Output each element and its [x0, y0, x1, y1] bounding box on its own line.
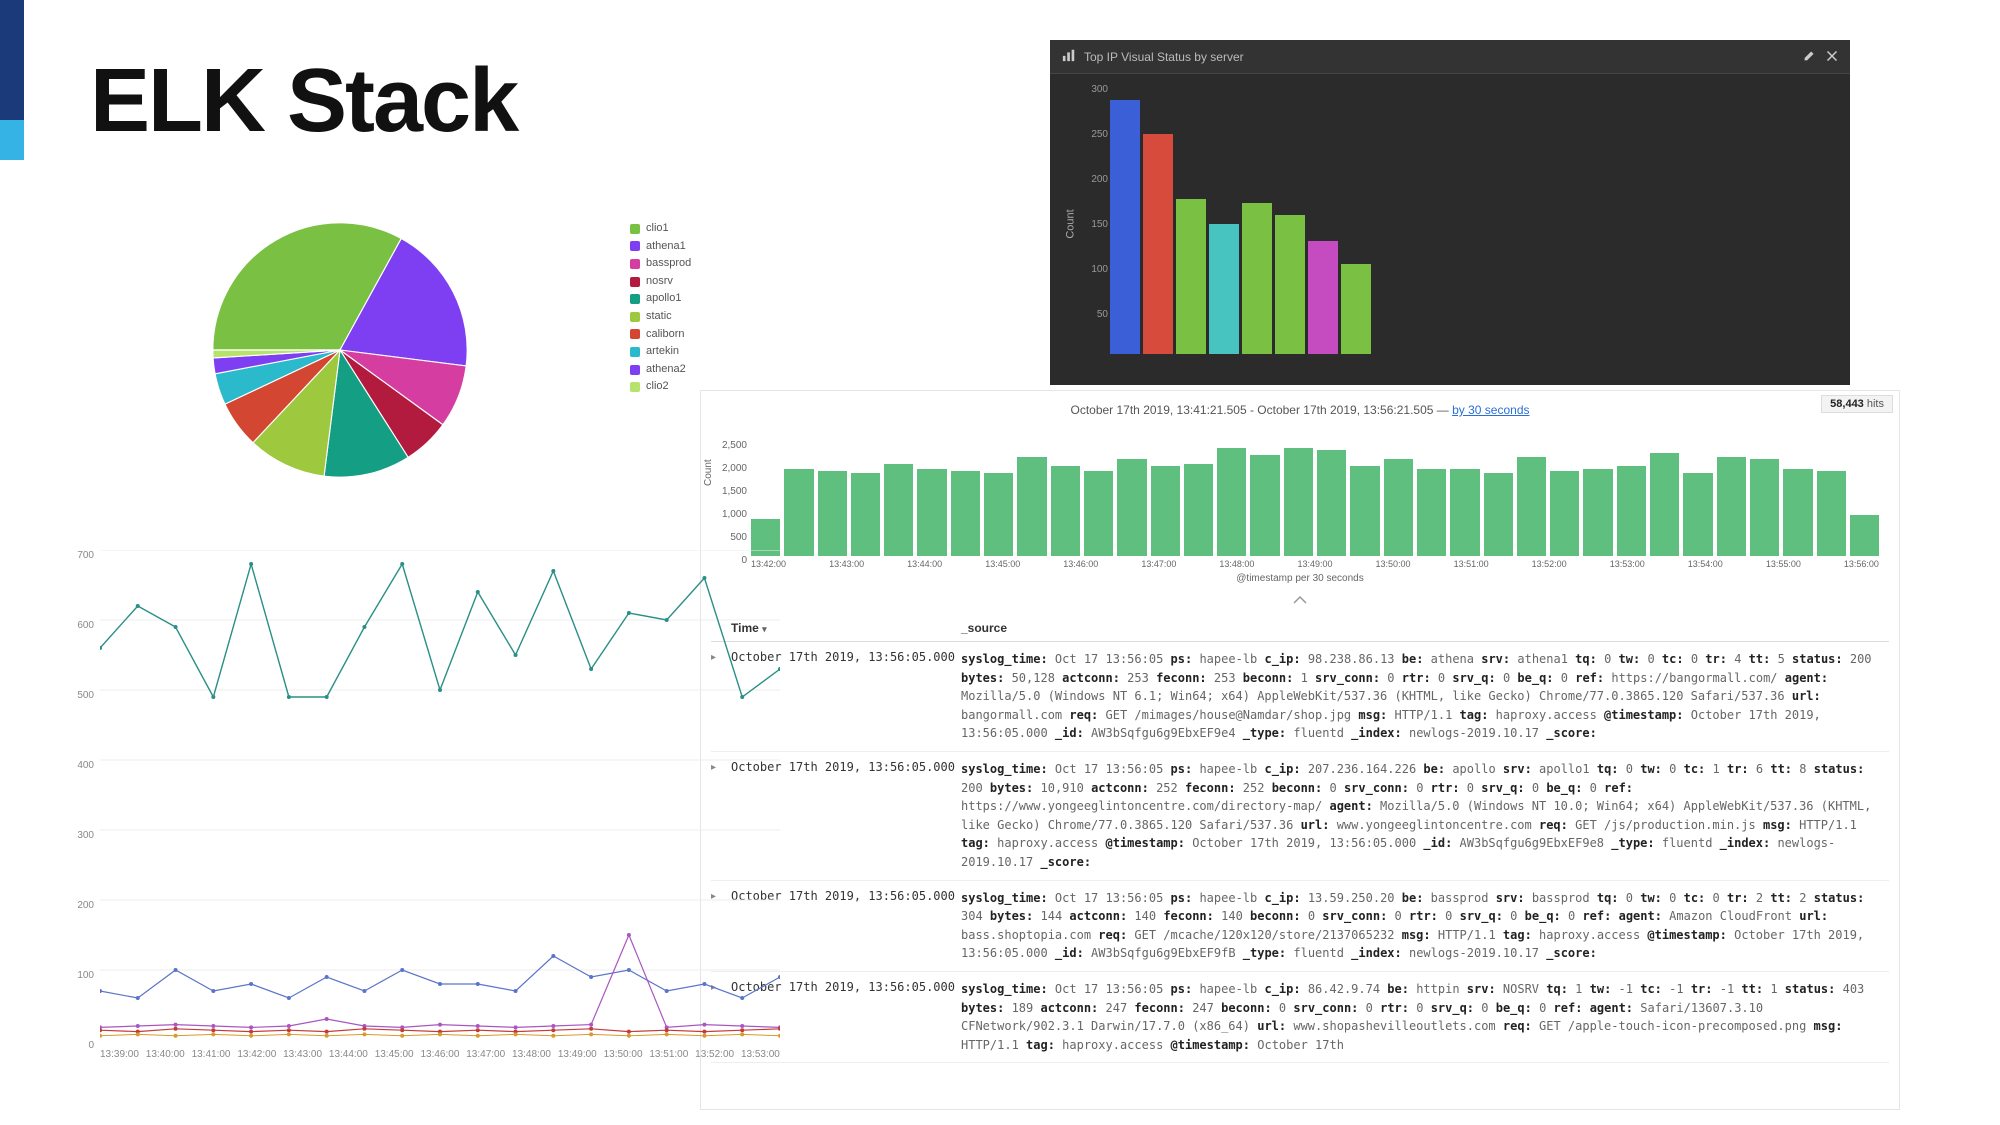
histo-bar — [1250, 455, 1279, 556]
histo-bar — [1450, 469, 1479, 556]
table-row[interactable]: ▸ October 17th 2019, 13:56:05.000 syslog… — [711, 642, 1889, 752]
accent-block-2 — [0, 120, 24, 160]
histo-bar — [1583, 469, 1612, 556]
legend-item: static — [630, 308, 691, 326]
bar — [1110, 100, 1140, 354]
line-series-path — [100, 956, 780, 998]
dark-bar-ylabel: Count — [1065, 209, 1077, 238]
hits-count: 58,443 — [1830, 398, 1864, 410]
line-series-path — [100, 935, 780, 1027]
bar — [1275, 215, 1305, 354]
histo-bar — [1117, 459, 1146, 556]
histo-bar — [1184, 464, 1213, 556]
histo-bar — [1817, 471, 1846, 556]
top-ip-panel: Top IP Visual Status by server Count 300… — [1050, 40, 1850, 385]
histo-bar — [984, 473, 1013, 556]
line-xaxis: 13:39:0013:40:0013:41:0013:42:0013:43:00… — [100, 1049, 780, 1060]
hits-suffix: hits — [1867, 398, 1884, 410]
histo-bar — [1051, 466, 1080, 556]
expand-caret-icon[interactable] — [701, 595, 1899, 607]
col-source[interactable]: _source — [961, 621, 1889, 635]
pie-chart — [110, 220, 570, 485]
edit-icon[interactable] — [1803, 49, 1816, 65]
page-title: ELK Stack — [90, 50, 517, 153]
log-table-header: Time ▾ _source — [711, 615, 1889, 642]
histo-bar — [1217, 448, 1246, 556]
histo-bar — [1683, 473, 1712, 556]
legend-item: caliborn — [630, 326, 691, 344]
legend-item: nosrv — [630, 273, 691, 291]
log-table: Time ▾ _source ▸ October 17th 2019, 13:5… — [711, 615, 1889, 1109]
legend-item: artekin — [630, 343, 691, 361]
close-icon[interactable] — [1826, 49, 1838, 65]
source-cell: syslog_time: Oct 17 13:56:05 ps: hapee-l… — [961, 889, 1889, 963]
histo-bar — [818, 471, 847, 556]
histogram — [751, 441, 1879, 556]
histo-xaxis: 13:42:0013:43:0013:44:0013:45:0013:46:00… — [751, 559, 1879, 569]
line-yaxis: 7006005004003002001000 — [60, 550, 94, 1040]
dark-bar-bars — [1110, 84, 1830, 354]
slide-accent — [0, 0, 24, 140]
histo-bar — [784, 469, 813, 556]
legend-item: athena2 — [630, 361, 691, 379]
interval-link[interactable]: by 30 seconds — [1452, 403, 1529, 417]
bar — [1242, 203, 1272, 354]
histo-bar — [1717, 457, 1746, 556]
panel-header: Top IP Visual Status by server — [1050, 40, 1850, 74]
histo-bar — [884, 464, 913, 556]
source-cell: syslog_time: Oct 17 13:56:05 ps: hapee-l… — [961, 760, 1889, 872]
histo-bar — [1084, 471, 1113, 556]
histo-bar — [1151, 466, 1180, 556]
bar-chart-icon — [1062, 48, 1076, 65]
histo-bar — [1517, 457, 1546, 556]
legend-item: apollo1 — [630, 290, 691, 308]
table-row[interactable]: ▸ October 17th 2019, 13:56:05.000 syslog… — [711, 881, 1889, 972]
histo-bar — [1650, 453, 1679, 557]
accent-block-1 — [0, 0, 24, 120]
panel-title: Top IP Visual Status by server — [1084, 50, 1244, 64]
bar — [1209, 224, 1239, 354]
time-range-caption: October 17th 2019, 13:41:21.505 - Octobe… — [701, 391, 1899, 423]
legend-item: clio2 — [630, 378, 691, 396]
bar — [1308, 241, 1338, 354]
histo-bar — [917, 469, 946, 556]
line-chart: 7006005004003002001000 13:39:0013:40:001… — [60, 550, 780, 1080]
line-series — [100, 550, 780, 1040]
histo-bar — [1017, 457, 1046, 556]
source-cell: syslog_time: Oct 17 13:56:05 ps: hapee-l… — [961, 650, 1889, 743]
histo-bar — [1384, 459, 1413, 556]
histo-bar — [1350, 466, 1379, 556]
histo-bar — [1750, 459, 1779, 556]
histo-xlabel: @timestamp per 30 seconds — [701, 573, 1899, 584]
histo-bar — [951, 471, 980, 556]
legend-item: clio1 — [630, 220, 691, 238]
histo-bar — [1317, 450, 1346, 556]
legend-item: athena1 — [630, 238, 691, 256]
histo-bar — [1550, 471, 1579, 556]
line-series-path — [100, 564, 780, 697]
pie-legend: clio1athena1bassprodnosrvapollo1staticca… — [630, 220, 691, 396]
hits-badge: 58,443 hits — [1821, 395, 1893, 413]
table-row[interactable]: ▸ October 17th 2019, 13:56:05.000 syslog… — [711, 972, 1889, 1063]
histo-bar — [851, 473, 880, 556]
histo-bar — [1617, 466, 1646, 556]
bar — [1176, 199, 1206, 354]
discover-panel: 58,443 hits October 17th 2019, 13:41:21.… — [700, 390, 1900, 1110]
histo-bar — [1284, 448, 1313, 556]
dark-bar-yaxis: 30025020015010050 — [1080, 84, 1108, 354]
histo-bar — [1850, 515, 1879, 556]
table-row[interactable]: ▸ October 17th 2019, 13:56:05.000 syslog… — [711, 752, 1889, 881]
time-range-text: October 17th 2019, 13:41:21.505 - Octobe… — [1070, 403, 1448, 417]
histo-bar — [1417, 469, 1446, 556]
bar — [1341, 264, 1371, 354]
bar — [1143, 134, 1173, 354]
legend-item: bassprod — [630, 255, 691, 273]
histo-bar — [1484, 473, 1513, 556]
source-cell: syslog_time: Oct 17 13:56:05 ps: hapee-l… — [961, 980, 1889, 1054]
histo-bar — [1783, 469, 1812, 556]
